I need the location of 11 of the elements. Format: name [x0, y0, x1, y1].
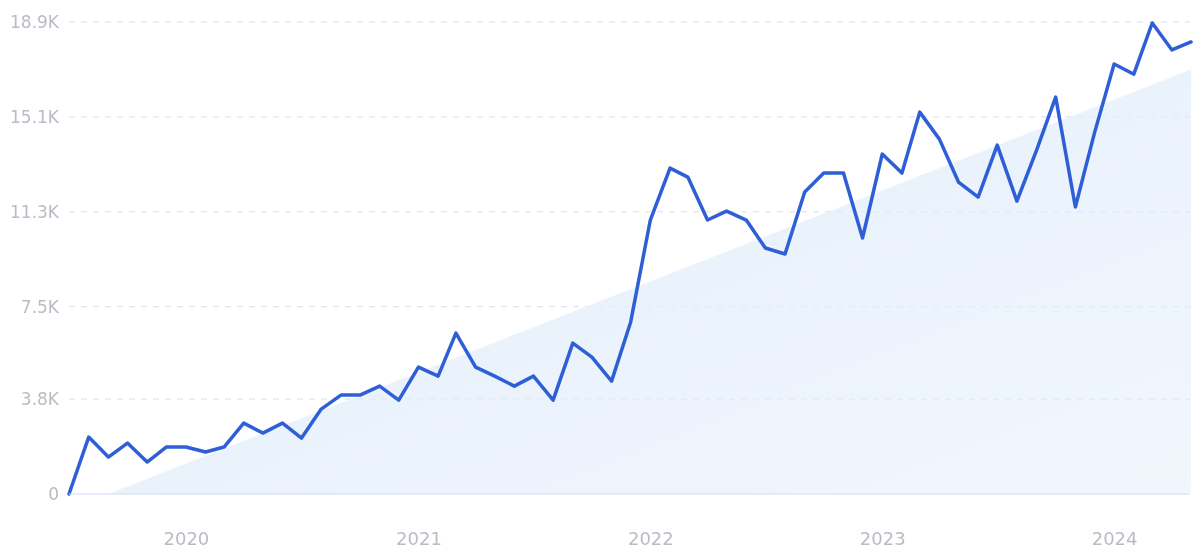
x-tick-label: 2020	[163, 527, 210, 549]
x-tick-label: 2023	[859, 527, 906, 549]
y-tick-label: 7.5K	[20, 296, 60, 317]
y-tick-label: 18.9K	[10, 11, 60, 32]
x-tick-label: 2022	[627, 527, 674, 549]
y-tick-label: 15.1K	[10, 106, 60, 127]
y-tick-label: 11.3K	[10, 201, 60, 222]
y-tick-label: 3.8K	[20, 389, 60, 410]
x-tick-label: 2024	[1091, 527, 1138, 549]
x-tick-label: 2021	[396, 527, 442, 549]
y-tick-label: 0	[48, 483, 59, 504]
